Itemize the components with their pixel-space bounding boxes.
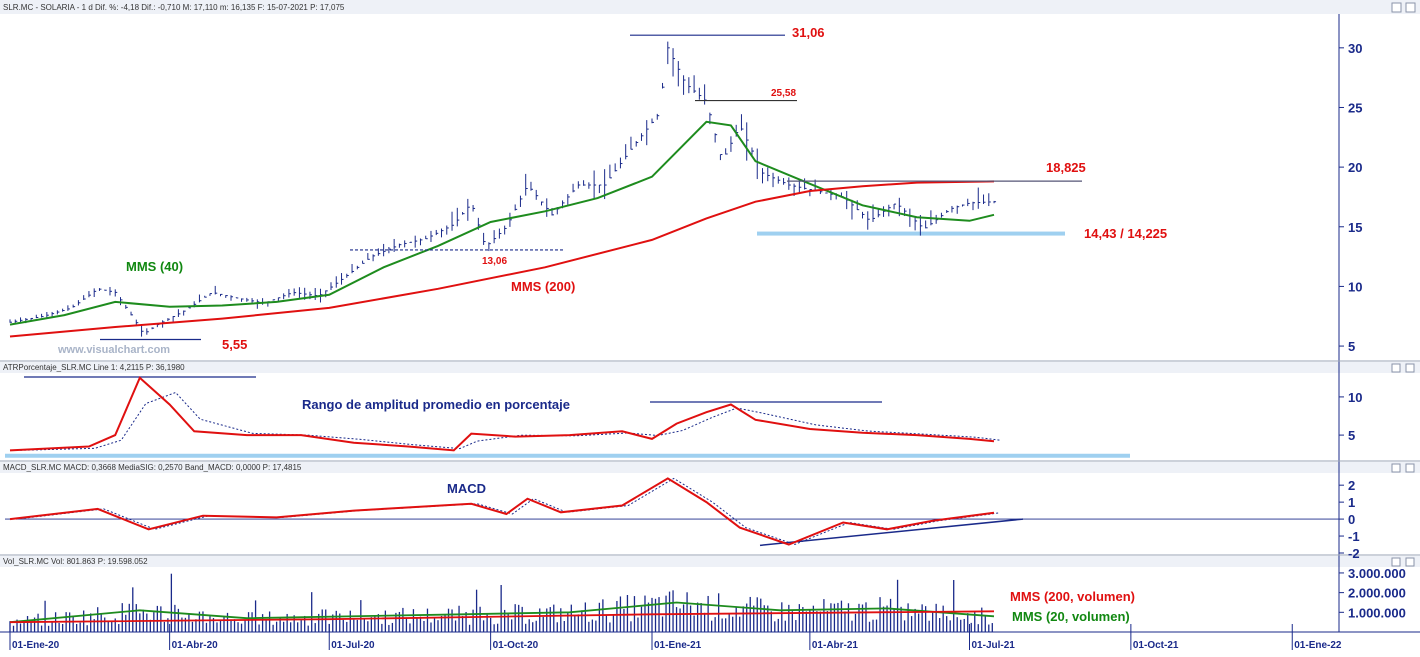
x-tick-label: 01-Oct-21 [1133,640,1179,651]
price-header-text: SLR.MC - SOLARIA - 1 d Dif. %: -4,18 Dif… [3,3,345,12]
minimize-icon[interactable] [1391,463,1401,473]
label-support: 14,43 / 14,225 [1084,226,1167,241]
macd-trend-line [759,518,1024,547]
y-tick-label: 2 [1348,478,1355,493]
x-tick-label: 01-Ene-21 [654,640,702,651]
minimize-icon[interactable] [1391,363,1401,373]
series-line-vol-mms200 [9,610,995,624]
price-window-buttons[interactable] [1391,2,1416,13]
volume-header-text: Vol_SLR.MC Vol: 801.863 P: 19.598.052 [3,557,148,566]
x-tick-label: 01-Abr-20 [172,640,219,651]
support-band [757,231,1065,236]
minimize-icon[interactable] [1391,2,1402,13]
label-atr-title: Rango de amplitud promedio en porcentaje [302,397,570,412]
y-tick-label: 5 [1348,428,1355,443]
volume-window-buttons[interactable] [1391,557,1415,567]
x-tick-label: 01-Ene-22 [1294,640,1342,651]
minimize-icon[interactable] [1391,557,1401,567]
series-line-mms200 [9,180,995,338]
watermark: www.visualchart.com [57,344,170,356]
label-vol-mms200: MMS (200, volumen) [1010,589,1135,604]
macd-header-bar [0,462,1420,473]
label-resistance: 18,825 [1046,160,1086,175]
label-second-high: 25,58 [771,88,796,99]
atr-line [9,376,995,452]
atr-panel [5,376,1130,458]
close-icon[interactable] [1405,2,1416,13]
y-tick-label: 1 [1348,495,1355,510]
series-line-vol-mms20 [9,601,995,624]
atr-window-buttons[interactable] [1391,363,1415,373]
volume-header-bar [0,556,1420,567]
price-header-bar [0,0,1420,14]
close-icon[interactable] [1405,363,1415,373]
y-tick-label: 2.000.000 [1348,586,1406,601]
x-tick-label: 01-Oct-20 [493,640,539,651]
x-tick-label: 01-Jul-20 [331,640,375,651]
series-line-mms40 [9,120,995,326]
y-tick-label: 1.000.000 [1348,605,1406,620]
label-breakout: 13,06 [482,256,507,267]
y-tick-label: 10 [1348,279,1362,294]
macd-header-text: MACD_SLR.MC MACD: 0,3668 MediaSIG: 0,257… [3,463,302,472]
atr-header-bar [0,362,1420,373]
y-tick-label: 5 [1348,339,1355,354]
y-tick-label: 15 [1348,220,1362,235]
label-high: 31,06 [792,25,825,40]
atr-header-text: ATRPorcentaje_SLR.MC Line 1: 4,2115 P: 3… [3,363,185,372]
x-tick-label: 01-Ene-20 [12,640,60,651]
y-tick-label: 3.000.000 [1348,566,1406,581]
macd-line [9,477,995,546]
y-tick-label: 30 [1348,41,1362,56]
macd-window-buttons[interactable] [1391,463,1415,473]
close-icon[interactable] [1405,557,1415,567]
label-low: 5,55 [222,337,247,352]
y-tick-label: 25 [1348,100,1362,115]
y-tick-label: 0 [1348,512,1355,527]
y-tick-label: 20 [1348,160,1362,175]
atr-signal-line [15,391,1001,451]
axes: 5 10 15 20 25 30 5 10 -2 -1 0 1 2 1.000.000 2.000.000 3… [9,41,1406,651]
label-mms40: MMS (40) [126,259,183,274]
y-tick-label: 10 [1348,390,1362,405]
macd-signal-line [15,477,1001,546]
macd-panel [5,477,1339,547]
y-tick-label: -2 [1348,546,1360,561]
volume-panel [9,573,995,632]
price-panel [9,34,1082,341]
y-tick-label: -1 [1348,529,1360,544]
label-mms200: MMS (200) [511,279,575,294]
label-vol-mms20: MMS (20, volumen) [1012,609,1130,624]
label-macd-title: MACD [447,481,486,496]
x-tick-label: 01-Jul-21 [971,640,1015,651]
x-tick-label: 01-Abr-21 [812,640,859,651]
close-icon[interactable] [1405,463,1415,473]
